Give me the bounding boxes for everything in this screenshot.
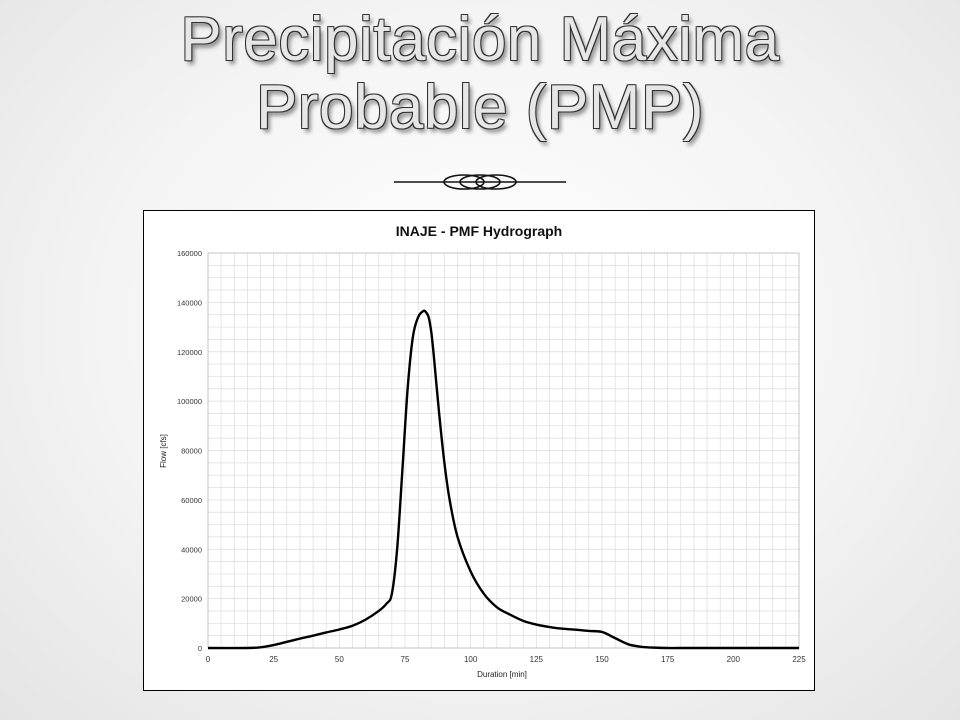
x-axis-label: Duration [min] [477, 670, 527, 679]
x-tick-label: 100 [464, 655, 478, 664]
y-tick-label: 160000 [177, 249, 202, 258]
x-tick-label: 0 [206, 655, 211, 664]
y-tick-label: 120000 [177, 348, 202, 357]
y-tick-label: 20000 [181, 595, 202, 604]
y-tick-label: 80000 [181, 447, 202, 456]
x-tick-label: 50 [335, 655, 344, 664]
x-tick-label: 175 [661, 655, 675, 664]
hydrograph-chart: 0 25 50 75 100 125 150 175 200 225 0 20000 40000 6000… [143, 210, 815, 691]
y-tick-label: 0 [198, 644, 202, 653]
slide-title: Precipitación Máxima Probable (PMP) [0, 6, 960, 142]
y-axis-label: Flow [cfs] [159, 434, 168, 468]
series-line [207, 309, 799, 650]
slide-title-line-2: Probable (PMP) [255, 73, 705, 142]
flourish-divider-icon [394, 174, 566, 190]
chart-grid [207, 252, 800, 649]
x-tick-label: 25 [269, 655, 278, 664]
y-tick-label: 60000 [181, 496, 202, 505]
hydrograph-svg: 0 25 50 75 100 125 150 175 200 225 0 20000 40000 6000… [159, 223, 806, 679]
plot-area-border [207, 252, 800, 649]
y-tick-label: 40000 [181, 545, 202, 554]
y-tick-label: 140000 [177, 298, 202, 307]
y-tick-label: 100000 [177, 397, 202, 406]
chart-axes: 0 25 50 75 100 125 150 175 200 225 0 20000 40000 6000… [177, 249, 806, 664]
chart-title: INAJE - PMF Hydrograph [396, 223, 562, 239]
x-tick-label: 200 [727, 655, 741, 664]
slide-title-line-1: Precipitación Máxima [180, 5, 780, 74]
x-tick-label: 225 [792, 655, 806, 664]
chart-series [207, 309, 799, 650]
x-tick-label: 125 [530, 655, 544, 664]
x-tick-label: 150 [595, 655, 609, 664]
x-tick-label: 75 [401, 655, 410, 664]
